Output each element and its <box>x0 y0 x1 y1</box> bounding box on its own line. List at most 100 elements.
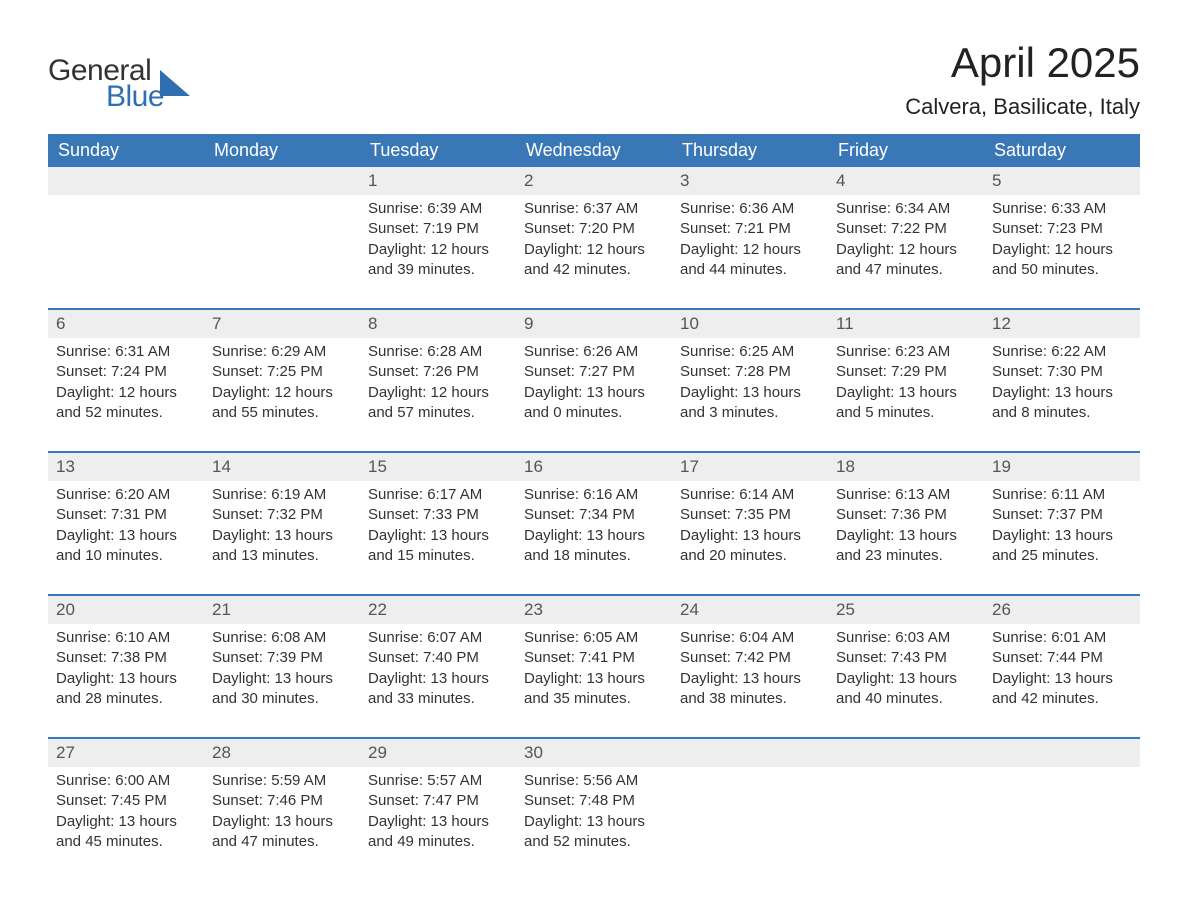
sunset-line: Sunset: 7:44 PM <box>992 648 1132 668</box>
day-number-cell: 28 <box>204 739 360 767</box>
sunset-line: Sunset: 7:39 PM <box>212 648 352 668</box>
sunset-line: Sunset: 7:20 PM <box>524 219 664 239</box>
sunset-line: Sunset: 7:41 PM <box>524 648 664 668</box>
daylight-line-1: Daylight: 13 hours <box>56 812 196 832</box>
daylight-line-2: and 47 minutes. <box>836 260 976 280</box>
daylight-line-1: Daylight: 13 hours <box>992 526 1132 546</box>
daylight-line-1: Daylight: 13 hours <box>992 669 1132 689</box>
daylight-line-1: Daylight: 13 hours <box>212 526 352 546</box>
day-body-cell: Sunrise: 6:23 AMSunset: 7:29 PMDaylight:… <box>828 338 984 452</box>
daylight-line-1: Daylight: 13 hours <box>368 526 508 546</box>
daylight-line-1: Daylight: 13 hours <box>992 383 1132 403</box>
sunrise-line: Sunrise: 6:26 AM <box>524 342 664 362</box>
day-header-row: SundayMondayTuesdayWednesdayThursdayFrid… <box>48 134 1140 167</box>
day-body-cell: Sunrise: 6:01 AMSunset: 7:44 PMDaylight:… <box>984 624 1140 738</box>
day-body-cell: Sunrise: 6:31 AMSunset: 7:24 PMDaylight:… <box>48 338 204 452</box>
location-text: Calvera, Basilicate, Italy <box>905 94 1140 120</box>
day-number-cell: 18 <box>828 453 984 481</box>
day-number-cell: 26 <box>984 596 1140 624</box>
daylight-line-2: and 50 minutes. <box>992 260 1132 280</box>
daylight-line-1: Daylight: 13 hours <box>524 526 664 546</box>
day-body-cell: Sunrise: 6:26 AMSunset: 7:27 PMDaylight:… <box>516 338 672 452</box>
logo-word-blue: Blue <box>106 82 164 112</box>
day-header: Tuesday <box>360 134 516 167</box>
day-body-cell: Sunrise: 6:19 AMSunset: 7:32 PMDaylight:… <box>204 481 360 595</box>
day-body-cell: Sunrise: 5:57 AMSunset: 7:47 PMDaylight:… <box>360 767 516 862</box>
daylight-line-1: Daylight: 12 hours <box>680 240 820 260</box>
day-number-cell: 19 <box>984 453 1140 481</box>
daylight-line-1: Daylight: 12 hours <box>368 240 508 260</box>
daynum-row: 12345 <box>48 167 1140 195</box>
sunrise-line: Sunrise: 5:57 AM <box>368 771 508 791</box>
daylight-line-2: and 28 minutes. <box>56 689 196 709</box>
day-body-cell: Sunrise: 6:20 AMSunset: 7:31 PMDaylight:… <box>48 481 204 595</box>
day-number-cell: 2 <box>516 167 672 195</box>
sunrise-line: Sunrise: 6:03 AM <box>836 628 976 648</box>
sunset-line: Sunset: 7:40 PM <box>368 648 508 668</box>
daylight-line-1: Daylight: 13 hours <box>680 383 820 403</box>
daylight-line-2: and 30 minutes. <box>212 689 352 709</box>
day-body-cell: Sunrise: 6:22 AMSunset: 7:30 PMDaylight:… <box>984 338 1140 452</box>
sunset-line: Sunset: 7:27 PM <box>524 362 664 382</box>
day-body-row: Sunrise: 6:31 AMSunset: 7:24 PMDaylight:… <box>48 338 1140 452</box>
sunrise-line: Sunrise: 6:11 AM <box>992 485 1132 505</box>
logo: General Blue <box>48 56 194 112</box>
day-header: Thursday <box>672 134 828 167</box>
sunset-line: Sunset: 7:43 PM <box>836 648 976 668</box>
daylight-line-1: Daylight: 12 hours <box>56 383 196 403</box>
day-number-cell: 12 <box>984 310 1140 338</box>
daynum-row: 13141516171819 <box>48 453 1140 481</box>
day-number-cell: 6 <box>48 310 204 338</box>
day-number-cell: 8 <box>360 310 516 338</box>
day-body-cell: Sunrise: 6:39 AMSunset: 7:19 PMDaylight:… <box>360 195 516 309</box>
day-body-cell: Sunrise: 6:08 AMSunset: 7:39 PMDaylight:… <box>204 624 360 738</box>
sunset-line: Sunset: 7:38 PM <box>56 648 196 668</box>
sunset-line: Sunset: 7:47 PM <box>368 791 508 811</box>
daylight-line-1: Daylight: 12 hours <box>836 240 976 260</box>
day-body-cell: Sunrise: 6:03 AMSunset: 7:43 PMDaylight:… <box>828 624 984 738</box>
sunrise-line: Sunrise: 6:22 AM <box>992 342 1132 362</box>
sunrise-line: Sunrise: 5:59 AM <box>212 771 352 791</box>
day-body-row: Sunrise: 6:00 AMSunset: 7:45 PMDaylight:… <box>48 767 1140 862</box>
daylight-line-2: and 3 minutes. <box>680 403 820 423</box>
day-number-cell: 13 <box>48 453 204 481</box>
sunrise-line: Sunrise: 6:31 AM <box>56 342 196 362</box>
sunset-line: Sunset: 7:19 PM <box>368 219 508 239</box>
day-body-cell: Sunrise: 6:05 AMSunset: 7:41 PMDaylight:… <box>516 624 672 738</box>
day-number-cell: 4 <box>828 167 984 195</box>
sunset-line: Sunset: 7:28 PM <box>680 362 820 382</box>
daylight-line-2: and 23 minutes. <box>836 546 976 566</box>
day-number-cell: 16 <box>516 453 672 481</box>
daylight-line-2: and 8 minutes. <box>992 403 1132 423</box>
day-number-cell: 3 <box>672 167 828 195</box>
daylight-line-2: and 42 minutes. <box>992 689 1132 709</box>
daylight-line-1: Daylight: 13 hours <box>212 669 352 689</box>
day-number-cell <box>984 739 1140 767</box>
day-number-cell: 20 <box>48 596 204 624</box>
sunset-line: Sunset: 7:42 PM <box>680 648 820 668</box>
sunset-line: Sunset: 7:34 PM <box>524 505 664 525</box>
day-body-cell <box>672 767 828 862</box>
daylight-line-2: and 33 minutes. <box>368 689 508 709</box>
calendar-table: SundayMondayTuesdayWednesdayThursdayFrid… <box>48 134 1140 862</box>
day-number-cell <box>204 167 360 195</box>
day-header: Sunday <box>48 134 204 167</box>
sunset-line: Sunset: 7:35 PM <box>680 505 820 525</box>
day-number-cell <box>828 739 984 767</box>
day-number-cell: 21 <box>204 596 360 624</box>
daylight-line-2: and 18 minutes. <box>524 546 664 566</box>
sunrise-line: Sunrise: 6:14 AM <box>680 485 820 505</box>
day-body-cell: Sunrise: 6:00 AMSunset: 7:45 PMDaylight:… <box>48 767 204 862</box>
calendar-page: General Blue April 2025 Calvera, Basilic… <box>0 0 1188 902</box>
daylight-line-1: Daylight: 13 hours <box>524 383 664 403</box>
logo-triangle-icon <box>160 70 194 101</box>
sunrise-line: Sunrise: 6:36 AM <box>680 199 820 219</box>
daylight-line-2: and 35 minutes. <box>524 689 664 709</box>
day-number-cell: 30 <box>516 739 672 767</box>
day-number-cell: 1 <box>360 167 516 195</box>
day-body-cell: Sunrise: 6:36 AMSunset: 7:21 PMDaylight:… <box>672 195 828 309</box>
day-number-cell <box>48 167 204 195</box>
daylight-line-1: Daylight: 13 hours <box>212 812 352 832</box>
daylight-line-1: Daylight: 13 hours <box>524 812 664 832</box>
sunrise-line: Sunrise: 6:19 AM <box>212 485 352 505</box>
